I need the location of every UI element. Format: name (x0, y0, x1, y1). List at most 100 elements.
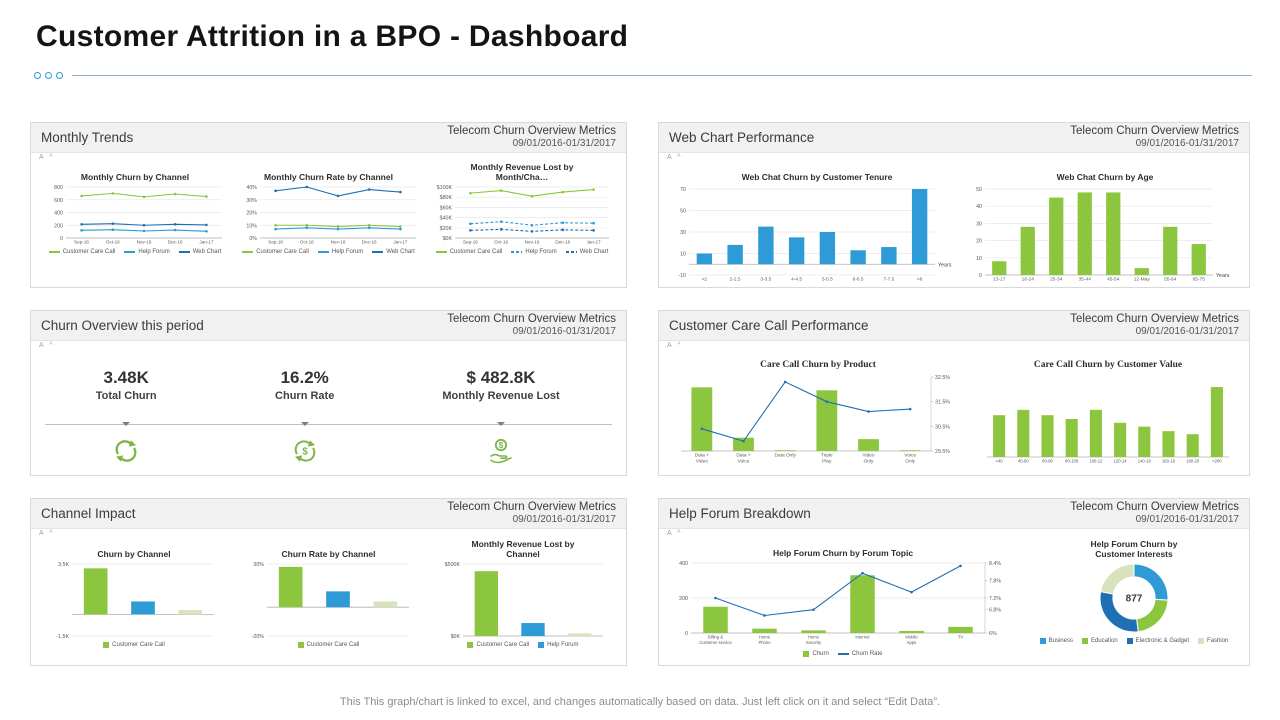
svg-text:60-80: 60-80 (1042, 459, 1053, 464)
dollar-cycle-icon: $ (290, 436, 320, 466)
svg-text:Years: Years (1216, 273, 1230, 279)
carecall-value-bar-chart[interactable]: <40 40-60 60-80 80-100 100-12 120-14 140-16 160… (979, 371, 1237, 469)
legend-item: Help Forum (317, 249, 363, 255)
svg-text:10%: 10% (246, 223, 257, 229)
forum-interests-donut-chart[interactable]: 877 (1054, 560, 1214, 636)
svg-text:0%: 0% (249, 236, 257, 242)
svg-text:40-60: 40-60 (1018, 459, 1029, 464)
chartbox-monthly-churn: Monthly Churn by Channel 0 200 400 600 800 Se… (39, 164, 231, 255)
svg-text:Phone: Phone (758, 640, 771, 645)
kpi-label: Monthly Revenue Lost (442, 390, 560, 402)
panel-header: Churn Overview this period Telecom Churn… (31, 311, 626, 341)
panel-help-forum: Help Forum Breakdown Telecom Churn Overv… (658, 498, 1250, 666)
monthly-churn-rate-line-chart[interactable]: 0% 10% 20% 30% 40% Sep-16 Oct-16 Nov-16 Dec-16 Ja… (236, 183, 422, 247)
svg-text:$: $ (302, 447, 308, 458)
legend-label: Web Chart (192, 249, 222, 255)
panel-header: Help Forum Breakdown Telecom Churn Overv… (659, 499, 1249, 529)
svg-text:20: 20 (976, 239, 982, 245)
churn-by-channel-bar-chart[interactable]: 3.5K -1.5K (44, 560, 224, 640)
legend-item: Churn Rate (837, 651, 883, 657)
legend-swatch-icon (511, 251, 523, 253)
kpi-value: 3.48K (103, 368, 149, 387)
churn-cycle-icon (111, 436, 141, 466)
svg-text:Customer service: Customer service (699, 640, 732, 645)
panel-title: Churn Overview this period (41, 318, 204, 333)
svg-text:55-64: 55-64 (1164, 277, 1177, 283)
svg-text:6-6.5: 6-6.5 (853, 277, 864, 283)
legend-swatch-icon (538, 642, 545, 648)
svg-text:$60K: $60K (440, 205, 453, 211)
svg-text:200: 200 (54, 223, 63, 229)
footer-note: This This graph/chart is linked to excel… (339, 696, 941, 708)
svg-text:$0K: $0K (443, 236, 453, 242)
svg-text:0: 0 (979, 273, 982, 279)
svg-text:8.4%: 8.4% (989, 561, 1001, 567)
svg-text:$0K: $0K (451, 634, 461, 640)
svg-text:Mobile: Mobile (905, 635, 918, 640)
svg-text:2-2.5: 2-2.5 (730, 277, 741, 283)
webchat-age-bar-chart[interactable]: 0 10 20 30 40 50 13-17 18-24 25-34 35-44 45-54 12-M… (971, 183, 1239, 287)
legend-label: Fashion (1207, 638, 1229, 644)
revenue-by-channel-bar-chart[interactable]: $500K $0K (433, 560, 613, 640)
panel-body: Help Forum Churn by Forum Topic 0 200 400 6… (659, 540, 1249, 657)
panel-title: Web Chart Performance (669, 130, 815, 145)
legend-swatch-icon (1198, 638, 1205, 644)
svg-text:65-75: 65-75 (1193, 277, 1206, 283)
chart-title: Churn Rate by Channel (281, 549, 376, 560)
svg-text:Years: Years (938, 262, 952, 268)
chart-legend: Customer Care Call Help Forum Web Chart (48, 249, 222, 255)
divider-line (72, 74, 1252, 77)
monthly-revenue-lost-line-chart[interactable]: $0K $20K $40K $60K $80K $100K Sep-16 Oct-16 Nov-… (429, 183, 615, 247)
divider-dot-icon (56, 72, 63, 79)
legend-label: Help Forum (525, 249, 557, 255)
legend-item: Web Chart (565, 249, 608, 255)
svg-text:Internet: Internet (855, 635, 870, 640)
panel-title: Monthly Trends (41, 130, 134, 145)
svg-text:Home: Home (759, 635, 771, 640)
svg-text:140-16: 140-16 (1138, 459, 1152, 464)
svg-text:Oct-16: Oct-16 (494, 240, 508, 245)
svg-text:Oct-16: Oct-16 (299, 240, 313, 245)
legend-item: Help Forum (511, 249, 557, 255)
svg-text:10: 10 (680, 252, 686, 258)
slicer-indicator: A ^ (667, 154, 683, 161)
svg-text:5-5.5: 5-5.5 (822, 277, 833, 283)
svg-text:Dec-16: Dec-16 (555, 240, 570, 245)
legend-swatch-icon (372, 251, 384, 253)
monthly-churn-line-chart[interactable]: 0 200 400 600 800 Sep-16 Oct-16 Nov-16 Dec-16 Jan… (42, 183, 228, 247)
panel-churn-overview: Churn Overview this period Telecom Churn… (30, 310, 627, 476)
legend-swatch-icon (124, 251, 136, 253)
churn-rate-by-channel-bar-chart[interactable]: 30% -20% (239, 560, 419, 640)
legend-swatch-icon (1039, 638, 1046, 644)
svg-text:35-44: 35-44 (1079, 277, 1092, 283)
svg-text:Dec-16: Dec-16 (361, 240, 376, 245)
svg-text:120-14: 120-14 (1114, 459, 1128, 464)
panel-channel-impact: Channel Impact Telecom Churn Overview Me… (30, 498, 627, 666)
chartbox-webchat-tenure: Web Chat Churn by Customer Tenure -10 10 3… (667, 164, 967, 287)
panel-meta-label: Telecom Churn Overview Metrics (447, 125, 616, 138)
svg-text:13-17: 13-17 (993, 277, 1006, 283)
svg-text:6%: 6% (989, 631, 997, 637)
panel-body: Care Call Churn by Product 29.5% 30.5% 31.… (659, 352, 1249, 471)
chart-legend: Customer Care Call (103, 642, 165, 648)
legend-swatch-icon (1081, 638, 1088, 644)
svg-text:TV: TV (958, 635, 964, 640)
kpi-monthly-revenue-lost: $ 482.8K Monthly Revenue Lost (442, 368, 559, 402)
legend-swatch-icon (103, 642, 110, 648)
svg-text:877: 877 (1126, 594, 1143, 605)
forum-topic-combo-chart[interactable]: 0 200 400 6% 6.8% 7.2% 7.8% 8.4% Billing &Custom… (671, 559, 1015, 649)
svg-text:100-12: 100-12 (1089, 459, 1103, 464)
webchat-tenure-bar-chart[interactable]: -10 10 30 50 70 <2 2-2.5 3-3.5 4-4.5 5-5.5 6-6.5 7-… (671, 183, 963, 287)
panel-header: Monthly Trends Telecom Churn Overview Me… (31, 123, 626, 153)
chart-legend: Customer Care Call Help Forum Web Chart (435, 249, 608, 255)
legend-swatch-icon (467, 642, 474, 648)
panel-body: Monthly Churn by Channel 0 200 400 600 800 Se… (31, 163, 626, 255)
legend-label: Customer Care Call (256, 249, 309, 255)
slicer-indicator: A ^ (39, 530, 55, 537)
chart-legend: Customer Care Call Help Forum Web Chart (242, 249, 415, 255)
panel-meta-label: Telecom Churn Overview Metrics (1070, 501, 1239, 514)
kpi-churn-rate: 16.2% Churn Rate (275, 368, 334, 402)
legend-swatch-icon (297, 642, 304, 648)
svg-text:Security: Security (806, 640, 822, 645)
